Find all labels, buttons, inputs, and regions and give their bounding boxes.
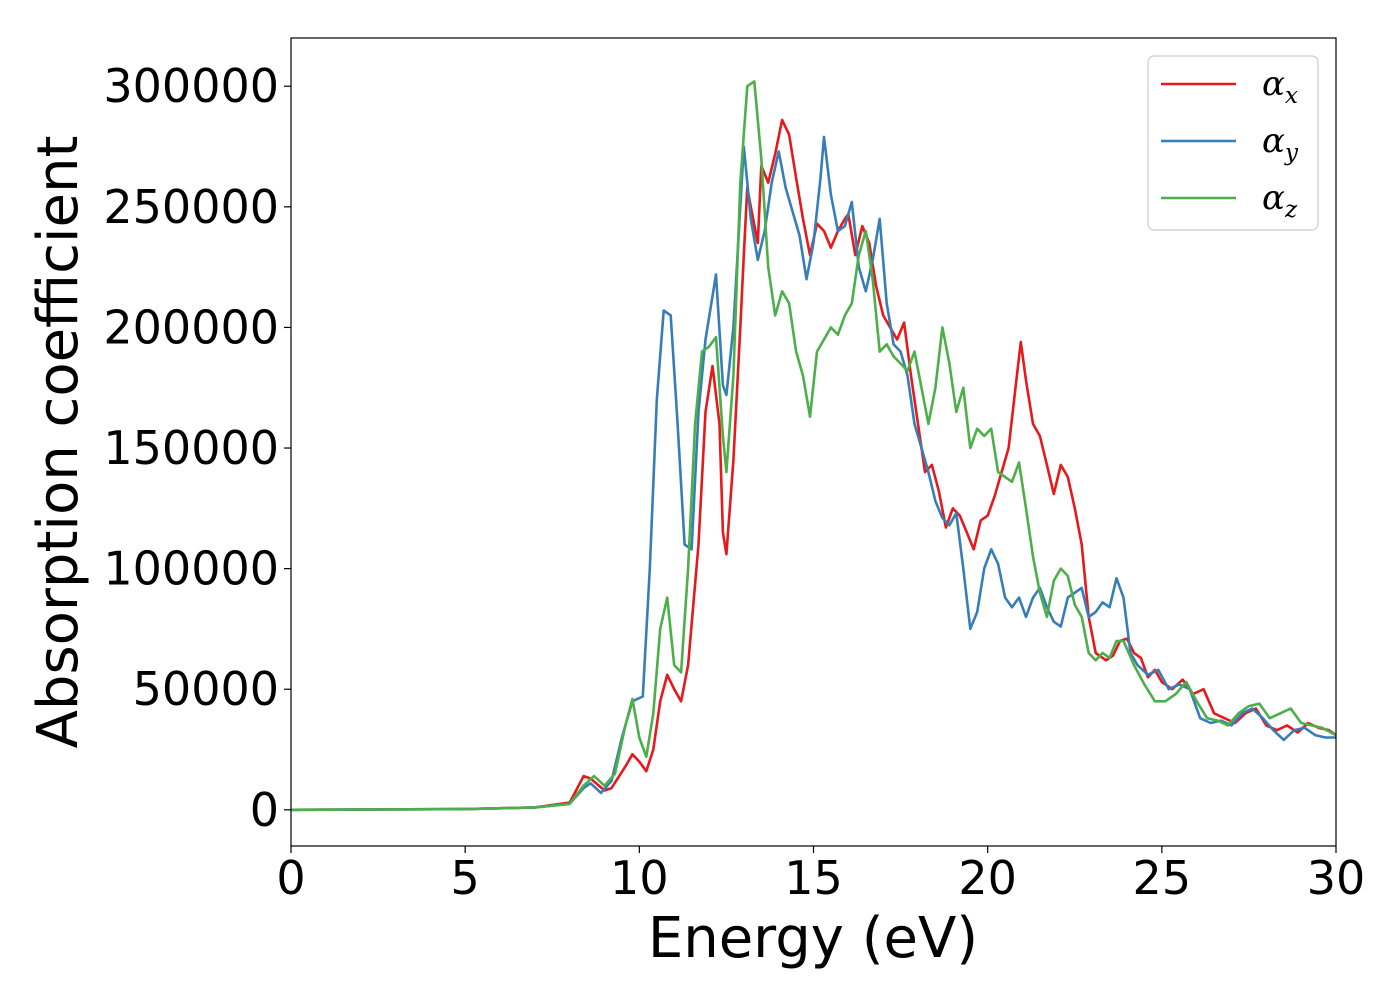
x-axis: 0 5 10 15 20 25 30 <box>276 846 1365 905</box>
y-tick-label: 250000 <box>103 180 279 234</box>
x-tick-label: 25 <box>1133 851 1192 905</box>
x-tick-label: 5 <box>451 851 480 905</box>
x-tick-label: 0 <box>276 851 305 905</box>
x-axis-title: Energy (eV) <box>648 906 978 971</box>
x-tick-label: 10 <box>610 851 669 905</box>
y-tick-label: 100000 <box>103 542 279 596</box>
y-tick-label: 300000 <box>103 59 279 113</box>
y-axis-title: Absorption coefficient <box>26 136 91 749</box>
series-line-y <box>291 135 1336 812</box>
legend-box <box>1147 55 1319 231</box>
series-line-x <box>291 118 1336 812</box>
x-tick-label: 15 <box>784 851 843 905</box>
y-tick-label: 0 <box>250 783 279 837</box>
x-tick-label: 20 <box>958 851 1017 905</box>
series-layer <box>291 80 1336 812</box>
series-line-z <box>291 80 1336 812</box>
y-axis: 0 50000 100000 150000 200000 250000 300000 <box>103 59 291 837</box>
y-tick-label: 50000 <box>133 662 279 716</box>
y-tick-label: 200000 <box>103 300 279 354</box>
y-tick-label: 150000 <box>103 421 279 475</box>
x-tick-label: 30 <box>1307 851 1366 905</box>
